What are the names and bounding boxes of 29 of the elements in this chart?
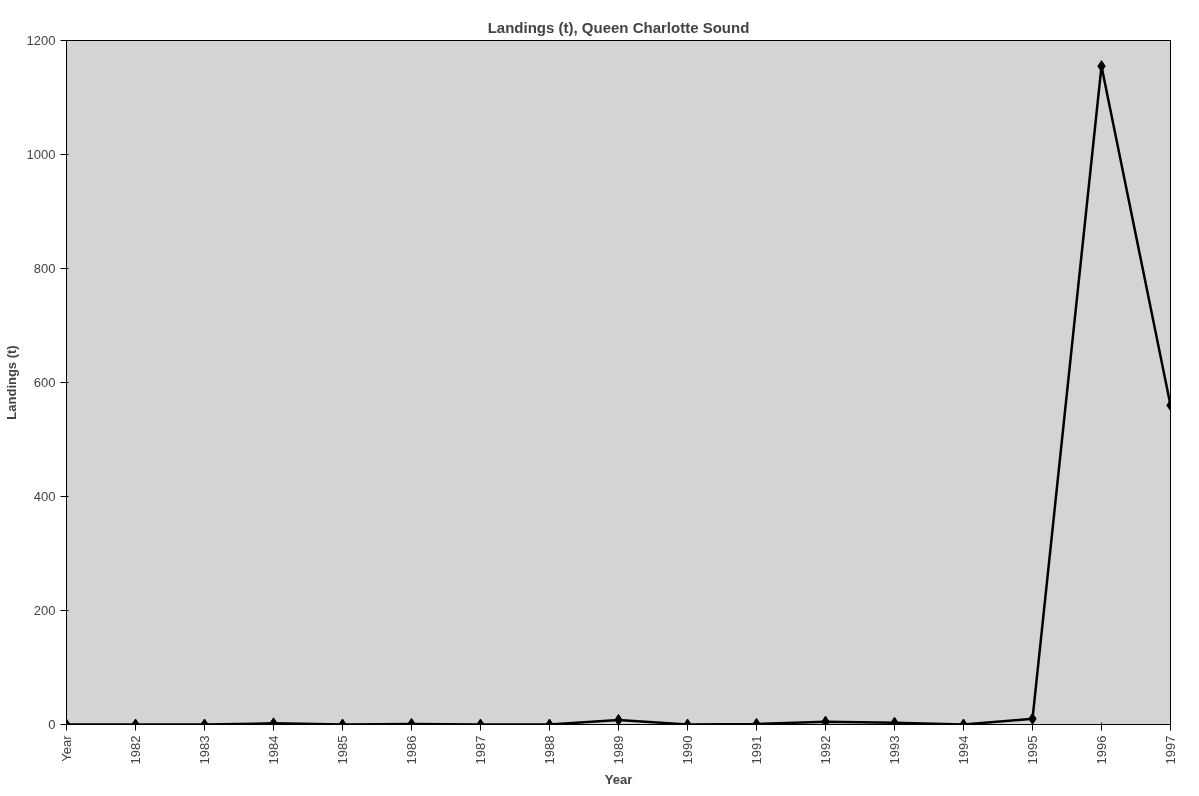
x-tick-label: 1986 — [404, 735, 419, 765]
x-tick-label: 1987 — [473, 735, 488, 765]
x-tick-label: 1997 — [1163, 735, 1178, 765]
x-tick-label: Year — [59, 734, 74, 762]
y-tick-label: 200 — [33, 603, 56, 618]
x-axis-title: Year — [604, 772, 633, 788]
x-tick-label: 1994 — [956, 735, 971, 765]
y-tick-label: 600 — [33, 375, 56, 390]
x-tick-label: 1989 — [611, 735, 626, 765]
point — [614, 713, 623, 725]
x-tick-label: 1993 — [887, 735, 902, 765]
y-axis-title: Landings (t) — [3, 345, 19, 420]
x-tick-label: 1996 — [1094, 735, 1109, 765]
x-tick-label: 1984 — [266, 735, 281, 765]
point — [821, 715, 830, 725]
x-tick-label: 1990 — [680, 735, 695, 765]
x-tick-label: 1982 — [128, 735, 143, 765]
x-tick-label: 1985 — [335, 735, 350, 765]
y-tick-label: 800 — [33, 261, 56, 276]
x-tick-label: 1992 — [818, 735, 833, 765]
y-tick-label: 1000 — [26, 147, 56, 162]
y-tick-label: 400 — [33, 489, 56, 504]
y-tick-label: 1200 — [26, 33, 56, 48]
x-tick-label: 1995 — [1025, 735, 1040, 765]
x-tick-label: 1988 — [542, 735, 557, 765]
x-tick-label: 1991 — [749, 735, 764, 765]
x-tick-label: 1983 — [197, 735, 212, 765]
y-tick-label: 0 — [48, 717, 56, 732]
chart-title: Landings (t), Queen Charlotte Sound — [487, 18, 750, 36]
